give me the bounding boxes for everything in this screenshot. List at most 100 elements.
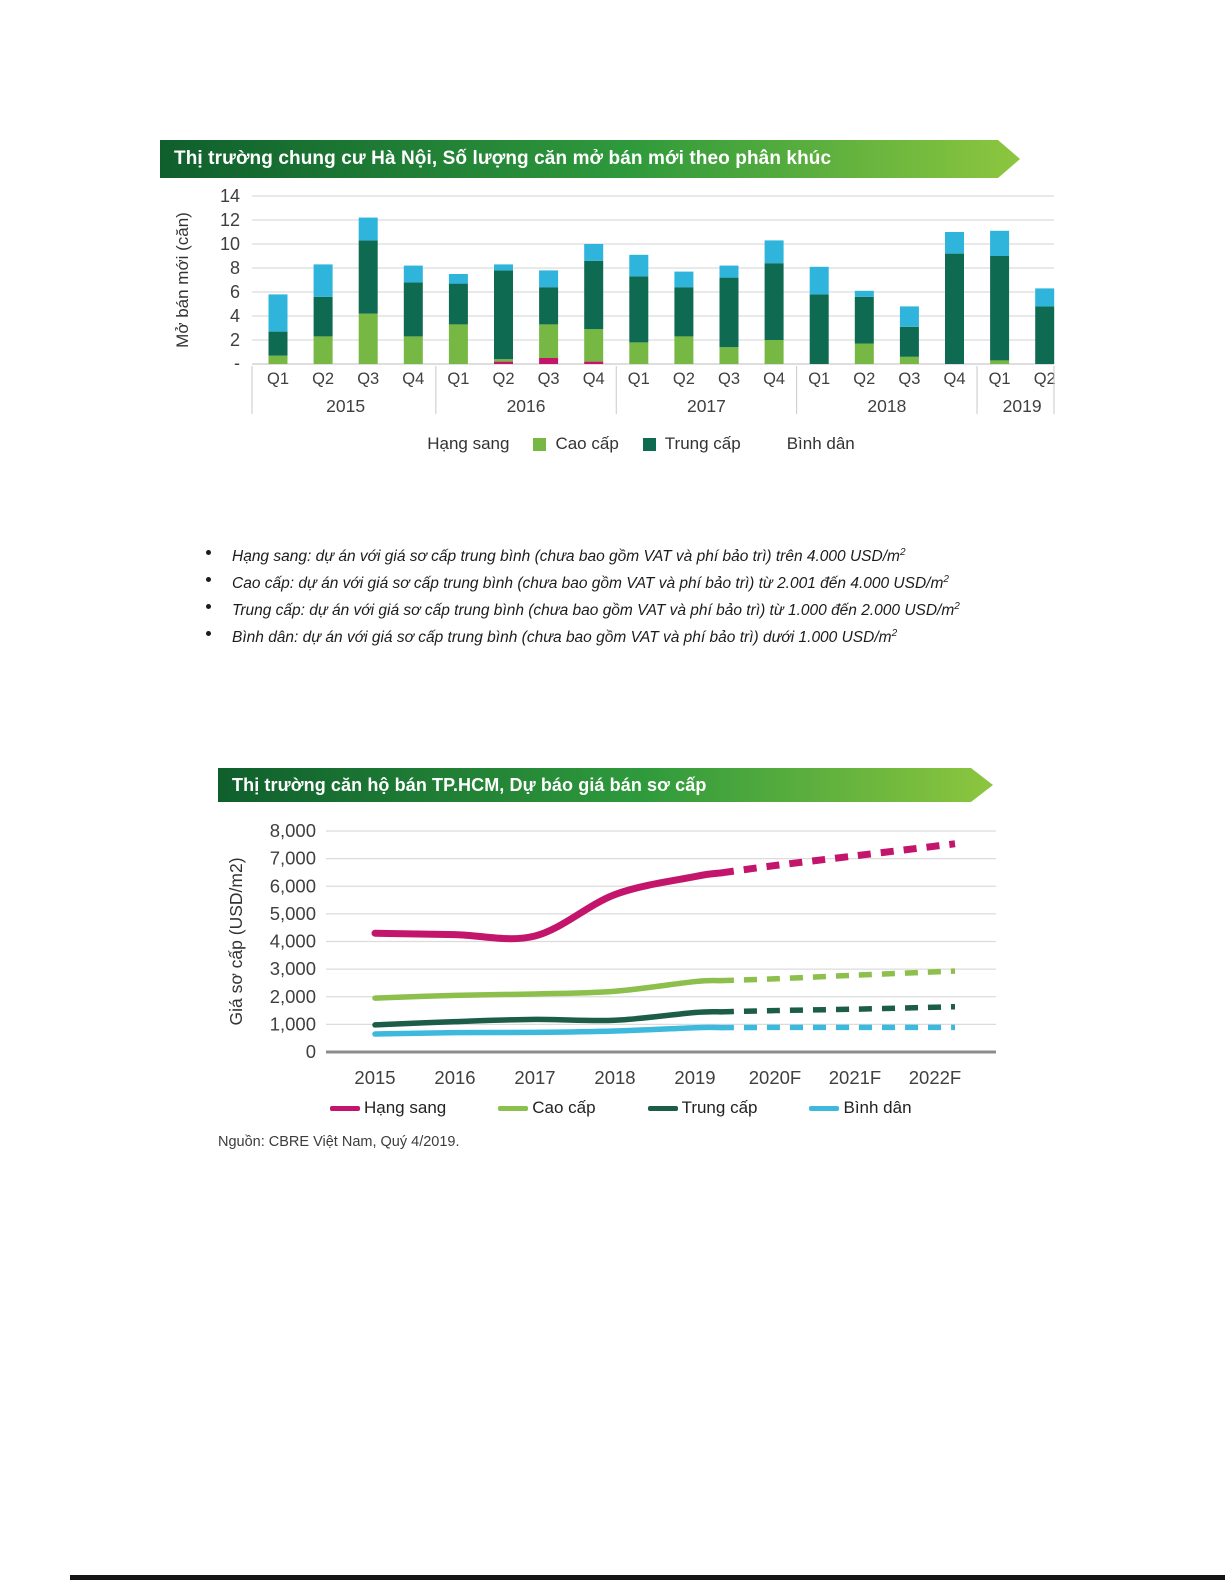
- bar-segment: [584, 361, 604, 364]
- legend-label: Bình dân: [786, 434, 855, 453]
- bar-segment: [809, 294, 829, 364]
- year-label: 2016: [507, 396, 546, 416]
- bar-segment: [945, 253, 964, 364]
- quarter-label: Q1: [267, 370, 289, 388]
- quarter-label: Q3: [718, 370, 740, 388]
- bar-segment: [674, 336, 694, 364]
- bar-segment: [313, 264, 333, 297]
- bar-segment: [268, 294, 288, 332]
- y-tick-label: 4: [230, 306, 240, 326]
- segment-definition-text: Hạng sang: dự án với giá sơ cấp trung bì…: [232, 548, 900, 566]
- quarter-label: Q3: [898, 370, 920, 388]
- y-tick-label: 1,000: [270, 1013, 316, 1034]
- quarter-label: Q2: [312, 370, 334, 388]
- bar-segment: [403, 265, 423, 283]
- hanoi-bar-chart-section: Thị trường chung cư Hà Nội, Số lượng căn…: [160, 140, 1060, 454]
- legend-item: Bình dân: [765, 434, 855, 454]
- segment-definition-item: Hạng sang: dự án với giá sơ cấp trung bì…: [196, 541, 1066, 568]
- bar-segment: [629, 276, 649, 343]
- x-tick-label: 2015: [354, 1067, 395, 1088]
- segment-definition-item: Cao cấp: dự án với giá sơ cấp trung bình…: [196, 568, 1066, 595]
- quarter-label: Q4: [583, 370, 605, 388]
- legend-label: Bình dân: [843, 1098, 912, 1117]
- bullet-icon: [206, 604, 211, 610]
- bar-segment: [403, 282, 423, 337]
- bar-segment: [494, 270, 513, 360]
- bar-segment: [358, 240, 378, 314]
- line-series-forecast: [720, 968, 956, 984]
- quarter-label: Q2: [673, 370, 695, 388]
- x-tick-label: 2018: [594, 1067, 635, 1088]
- legend-marker-icon: [642, 437, 656, 451]
- bar-segment: [719, 277, 739, 348]
- legend-item: Hạng sang: [330, 1098, 446, 1118]
- segment-definition-item: Trung cấp: dự án với giá sơ cấp trung bì…: [196, 595, 1066, 622]
- bar-segment: [494, 361, 513, 364]
- bar-segment: [448, 274, 468, 284]
- year-label: 2015: [326, 396, 365, 416]
- x-tick-label: 2017: [514, 1067, 555, 1088]
- line-series-solid: [372, 977, 724, 1001]
- quarter-label: Q2: [492, 370, 514, 388]
- bar-segment: [629, 254, 649, 277]
- bar-segment: [358, 217, 378, 241]
- bar-segment: [764, 340, 784, 364]
- bar-segment: [584, 329, 604, 362]
- bar-segment: [990, 256, 1010, 361]
- legend-item: Bình dân: [809, 1098, 912, 1118]
- x-tick-label: 2020F: [749, 1067, 801, 1088]
- legend-item: Trung cấp: [647, 1098, 757, 1118]
- hcmc-chart-legend: Hạng sang Cao cấp Trung cấp Bình dân: [330, 1098, 1018, 1118]
- bar-segment: [448, 324, 468, 364]
- y-tick-label-zero: -: [234, 353, 240, 373]
- bar-segment: [990, 360, 1010, 364]
- y-tick-label: 6: [230, 282, 240, 302]
- bar-segment: [1035, 306, 1055, 364]
- bar-segment: [268, 355, 288, 364]
- hanoi-bar-chart-plot: 14 12 10 8 6 4 2 - Mở bán mới (căn) Q1 Q2 Q3 Q4 2015 Q…: [173, 186, 1056, 416]
- bar-segment: [539, 324, 559, 358]
- quarter-label: Q2: [853, 370, 875, 388]
- segment-definitions-list: Hạng sang: dự án với giá sơ cấp trung bì…: [196, 541, 1066, 650]
- source-note: Nguồn: CBRE Việt Nam, Quý 4/2019.: [218, 1134, 460, 1150]
- superscript: 2: [954, 601, 960, 613]
- bar-segment: [854, 343, 874, 364]
- y-tick-label: 0: [306, 1041, 316, 1062]
- quarter-label: Q1: [447, 370, 469, 388]
- quarter-label: Q1: [628, 370, 650, 388]
- quarter-label: Q1: [808, 370, 830, 388]
- bullet-icon: [206, 577, 211, 583]
- x-tick-label: 2022F: [909, 1067, 961, 1088]
- legend-marker-icon: [765, 438, 778, 451]
- quarter-label: Q4: [943, 370, 965, 388]
- hcmc-line-chart-section: Thị trường căn hộ bán TP.HCM, Dự báo giá…: [218, 768, 1018, 1150]
- bar-segment: [674, 287, 694, 337]
- bar-segment: [358, 313, 378, 364]
- bullet-icon: [206, 550, 211, 555]
- bar-segment: [1035, 288, 1055, 307]
- bar-segment: [539, 358, 559, 364]
- legend-item: Cao cấp: [498, 1098, 596, 1118]
- hcmc-line-chart-plot: 8,000 7,000 6,000 5,000 4,000 3,000 2,000 1,000…: [226, 820, 996, 1088]
- y-tick-label: 12: [220, 210, 240, 230]
- bar-segment: [584, 244, 604, 261]
- bar-segment: [990, 230, 1010, 256]
- legend-label: Trung cấp: [664, 434, 741, 453]
- superscript: 2: [899, 547, 906, 558]
- quarter-label: Q1: [989, 370, 1011, 388]
- x-tick-label: 2016: [434, 1067, 475, 1088]
- line-series-solid: [371, 869, 725, 943]
- y-tick-label: 4,000: [270, 931, 316, 952]
- line-series-solid: [372, 1008, 724, 1028]
- y-tick-label: 3,000: [270, 958, 316, 979]
- bar-segment: [899, 356, 919, 364]
- bar-segment: [629, 342, 649, 364]
- legend-item: Hạng sang: [405, 434, 509, 454]
- hcmc-chart-title-banner: Thị trường căn hộ bán TP.HCM, Dự báo giá…: [218, 768, 993, 802]
- bar-segment: [539, 270, 559, 288]
- y-tick-label: 2: [230, 330, 240, 350]
- bar-segment: [313, 336, 333, 364]
- hanoi-chart-title: Thị trường chung cư Hà Nội, Số lượng căn…: [174, 148, 832, 169]
- bar-segment: [719, 347, 739, 364]
